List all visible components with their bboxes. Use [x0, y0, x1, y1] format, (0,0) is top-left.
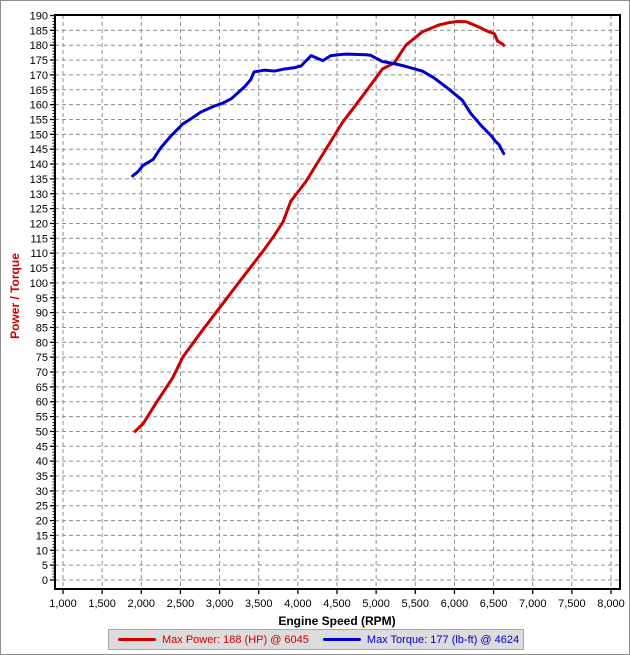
svg-text:4,000: 4,000 [284, 598, 312, 610]
svg-text:85: 85 [36, 322, 48, 334]
svg-text:70: 70 [36, 367, 48, 379]
x-axis-title: Engine Speed (RPM) [278, 614, 396, 628]
dyno-plot-area: 0 5 10 15 20 25 30 35 40 45 50 55 60 65 70 75 80 85 90 95 10… [30, 11, 625, 611]
legend-label-max-power: Max Power: 188 (HP) @ 6045 [162, 633, 309, 646]
svg-text:95: 95 [36, 293, 48, 305]
svg-text:15: 15 [36, 530, 48, 542]
svg-text:1,500: 1,500 [88, 598, 116, 610]
svg-text:65: 65 [36, 382, 48, 394]
svg-text:8,000: 8,000 [597, 598, 625, 610]
svg-text:130: 130 [30, 189, 48, 201]
svg-text:4,500: 4,500 [323, 598, 351, 610]
svg-text:3,500: 3,500 [245, 598, 273, 610]
svg-text:7,000: 7,000 [519, 598, 547, 610]
svg-text:170: 170 [30, 70, 48, 82]
svg-text:100: 100 [30, 278, 48, 290]
legend-entry-max-power: Max Power: 188 (HP) @ 6045 [118, 634, 309, 646]
svg-text:120: 120 [30, 218, 48, 230]
svg-text:45: 45 [36, 441, 48, 453]
svg-text:90: 90 [36, 308, 48, 320]
svg-text:150: 150 [30, 129, 48, 141]
svg-text:175: 175 [30, 55, 48, 67]
svg-text:110: 110 [30, 248, 48, 260]
svg-text:135: 135 [30, 174, 48, 186]
svg-text:2,000: 2,000 [128, 598, 156, 610]
svg-text:0: 0 [42, 575, 48, 587]
svg-text:50: 50 [36, 426, 48, 438]
svg-text:180: 180 [30, 40, 48, 52]
svg-text:35: 35 [36, 471, 48, 483]
svg-text:5: 5 [42, 560, 48, 572]
svg-text:145: 145 [30, 144, 48, 156]
svg-text:20: 20 [36, 516, 48, 528]
svg-text:160: 160 [30, 100, 48, 112]
svg-text:6,000: 6,000 [441, 598, 469, 610]
y-axis-title: Power / Torque [8, 253, 22, 339]
legend-label-max-torque: Max Torque: 177 (lb-ft) @ 4624 [366, 633, 520, 646]
svg-text:10: 10 [36, 545, 48, 557]
svg-text:155: 155 [30, 114, 48, 126]
svg-text:1,000: 1,000 [49, 598, 77, 610]
svg-text:190: 190 [30, 11, 48, 23]
svg-text:105: 105 [30, 263, 48, 275]
svg-text:165: 165 [30, 85, 48, 97]
legend-entry-max-torque: Max Torque: 177 (lb-ft) @ 4624 [322, 633, 520, 646]
svg-text:75: 75 [36, 352, 48, 364]
svg-text:3,000: 3,000 [206, 598, 234, 610]
svg-text:140: 140 [30, 159, 48, 171]
svg-text:5,500: 5,500 [402, 598, 430, 610]
svg-text:40: 40 [36, 456, 48, 468]
svg-text:2,500: 2,500 [167, 598, 195, 610]
svg-text:6,500: 6,500 [480, 598, 508, 610]
power-line-sample-icon [118, 638, 156, 641]
svg-text:80: 80 [36, 337, 48, 349]
legend: Max Power: 188 (HP) @ 6045 Max Torque: 1… [108, 629, 524, 650]
svg-text:5,000: 5,000 [362, 598, 390, 610]
torque-line-sample-icon [322, 638, 361, 641]
svg-text:30: 30 [36, 486, 48, 498]
svg-text:125: 125 [30, 204, 48, 216]
svg-text:115: 115 [30, 233, 48, 245]
svg-text:7,500: 7,500 [558, 598, 586, 610]
svg-text:55: 55 [36, 412, 48, 424]
svg-text:60: 60 [36, 397, 48, 409]
svg-text:185: 185 [30, 25, 48, 37]
svg-text:25: 25 [36, 501, 48, 513]
